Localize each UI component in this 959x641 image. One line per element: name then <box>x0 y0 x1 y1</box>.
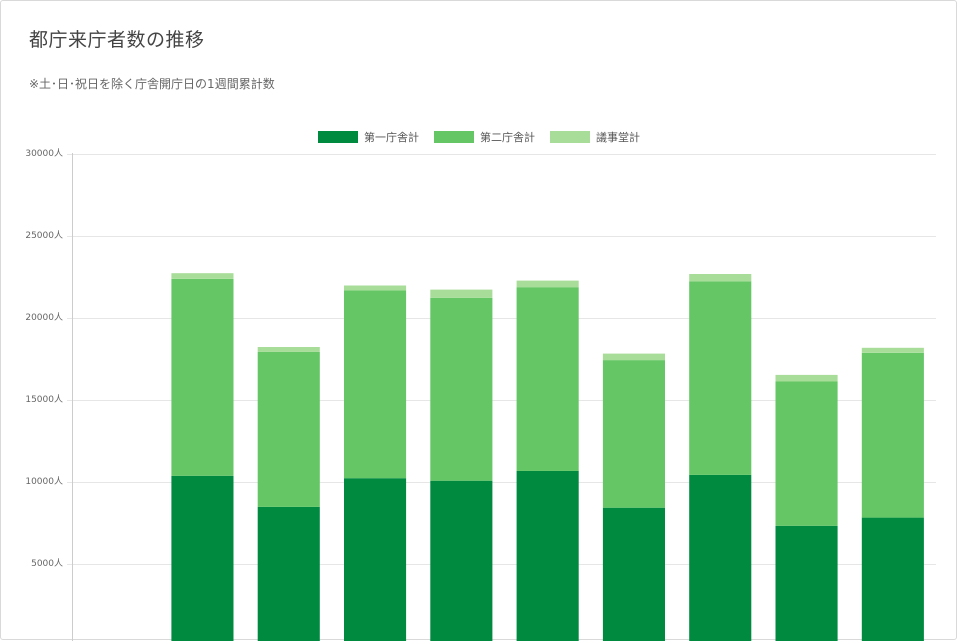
page-title: 都庁来庁者数の推移 <box>29 29 205 51</box>
bar-segment-series-2[interactable] <box>171 279 234 476</box>
bar-segment-series-2[interactable] <box>430 297 493 481</box>
y-tick-label: 30000人 <box>25 148 63 159</box>
bar-segment-series-3[interactable] <box>430 289 493 298</box>
legend-label-series-2[interactable]: 第二庁舎計 <box>480 130 535 144</box>
bar-segment-series-1[interactable] <box>171 475 234 641</box>
y-tick-label: 15000人 <box>25 394 63 405</box>
legend-label-series-1[interactable]: 第一庁舎計 <box>364 130 419 144</box>
bar-segment-series-3[interactable] <box>344 285 407 291</box>
y-axis: 30000人 25000人 20000人 15000人 10000人 5000人 <box>25 148 63 569</box>
page-subtitle: ※土･日･祝日を除く庁舎開庁日の1週間累計数 <box>29 77 275 91</box>
legend-swatch-series-2[interactable] <box>434 131 474 143</box>
bar-segment-series-1[interactable] <box>861 517 924 641</box>
y-tick-label: 20000人 <box>25 312 63 323</box>
bar-segment-series-3[interactable] <box>775 374 838 382</box>
y-tick-label: 25000人 <box>25 230 63 241</box>
bar-segment-series-3[interactable] <box>257 347 320 352</box>
bars <box>171 273 924 641</box>
bar-segment-series-2[interactable] <box>516 287 579 471</box>
bar-segment-series-2[interactable] <box>344 290 407 479</box>
y-tick-label: 5000人 <box>31 558 63 569</box>
bar-segment-series-2[interactable] <box>689 281 752 475</box>
legend-swatch-series-3[interactable] <box>550 131 590 143</box>
bar-segment-series-1[interactable] <box>344 478 407 641</box>
y-tick-label: 10000人 <box>25 476 63 487</box>
bar-segment-series-2[interactable] <box>257 351 320 507</box>
bar-segment-series-1[interactable] <box>516 470 579 641</box>
bar-segment-series-1[interactable] <box>257 506 320 641</box>
bar-segment-series-1[interactable] <box>602 507 665 641</box>
bar-segment-series-3[interactable] <box>602 353 665 361</box>
bar-segment-series-3[interactable] <box>689 274 752 282</box>
bar-segment-series-3[interactable] <box>861 347 924 353</box>
legend-label-series-3[interactable]: 議事堂計 <box>596 130 640 144</box>
bar-segment-series-1[interactable] <box>430 480 493 641</box>
legend: 第一庁舎計 第二庁舎計 議事堂計 <box>318 130 640 144</box>
bar-segment-series-2[interactable] <box>602 360 665 508</box>
legend-swatch-series-1[interactable] <box>318 131 358 143</box>
bar-segment-series-2[interactable] <box>861 352 924 518</box>
bar-segment-series-2[interactable] <box>775 381 838 526</box>
bar-segment-series-1[interactable] <box>775 525 838 641</box>
bar-segment-series-3[interactable] <box>516 280 579 288</box>
bar-segment-series-1[interactable] <box>689 474 752 641</box>
bar-segment-series-3[interactable] <box>171 273 234 279</box>
